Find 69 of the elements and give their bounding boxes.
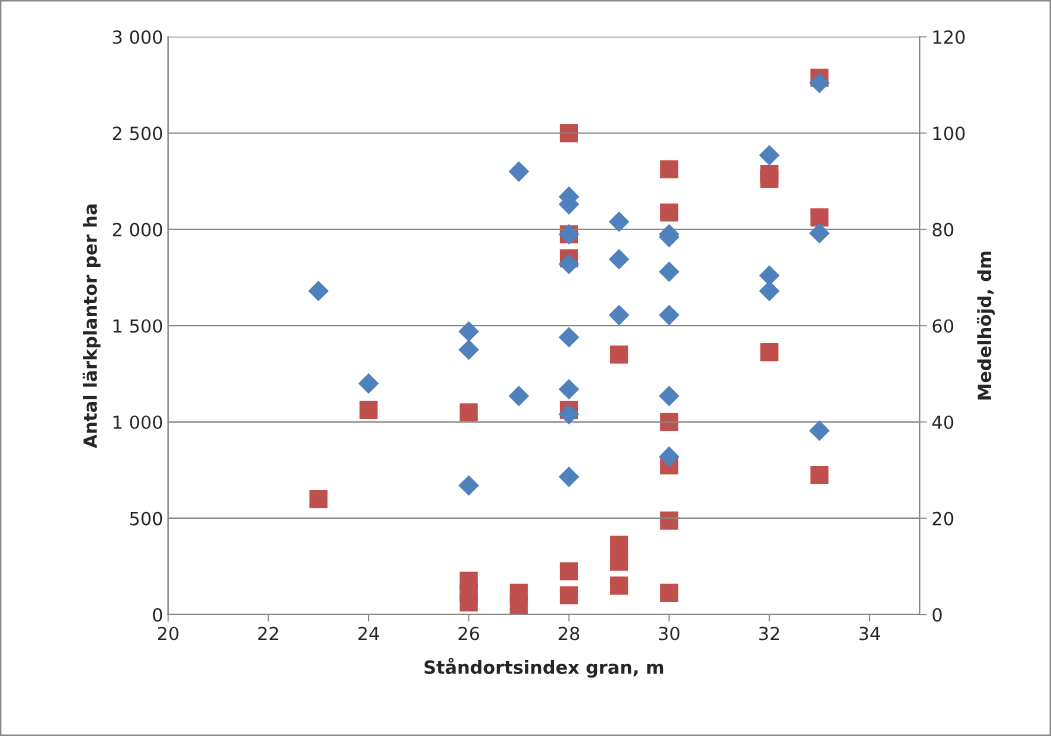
point bbox=[608, 304, 630, 326]
y-tick-label: 3 000 bbox=[112, 30, 163, 44]
y2-tick-label: 0 bbox=[932, 608, 942, 622]
point bbox=[658, 385, 680, 407]
y2-tick-label: 100 bbox=[933, 126, 965, 141]
y2-axis-title: Medelhöjd, dm bbox=[977, 251, 995, 400]
point bbox=[509, 595, 528, 614]
x-tick-label: 24 bbox=[358, 626, 380, 641]
y2-tick-label: 120 bbox=[933, 30, 965, 44]
point bbox=[759, 265, 780, 286]
point bbox=[760, 343, 779, 362]
point bbox=[558, 466, 580, 488]
y-tick-label: 2 000 bbox=[112, 222, 163, 237]
point bbox=[658, 261, 680, 283]
point bbox=[660, 583, 679, 602]
x-tick-label: 30 bbox=[659, 626, 680, 641]
y2-tick-label: 60 bbox=[932, 319, 954, 333]
y-tick-label: 1 000 bbox=[113, 415, 163, 430]
point bbox=[558, 403, 580, 425]
point bbox=[558, 253, 580, 275]
point bbox=[609, 576, 629, 595]
y-tick-label: 1 500 bbox=[113, 319, 163, 333]
point bbox=[458, 339, 480, 361]
y-tick-label: 0 bbox=[153, 608, 163, 622]
point bbox=[609, 535, 629, 554]
point bbox=[660, 160, 679, 179]
point bbox=[810, 208, 829, 227]
point bbox=[559, 586, 578, 605]
y-tick-label: 500 bbox=[130, 511, 163, 526]
point bbox=[458, 475, 480, 496]
point bbox=[809, 420, 830, 441]
point bbox=[660, 203, 679, 222]
x-axis-title: Ståndortsindex gran, m bbox=[424, 657, 664, 678]
point bbox=[459, 593, 478, 612]
y-tick-label: 2 500 bbox=[112, 126, 163, 141]
y-axis-title: Antal lärkplantor per ha bbox=[82, 204, 101, 449]
x-tick-label: 32 bbox=[759, 626, 780, 641]
point bbox=[658, 446, 680, 467]
y2-tick-label: 20 bbox=[932, 511, 954, 526]
y2-tick-label: 40 bbox=[932, 415, 954, 430]
x-tick-label: 34 bbox=[859, 626, 880, 641]
point bbox=[308, 280, 329, 302]
x-tick-label: 28 bbox=[558, 626, 580, 641]
point bbox=[609, 552, 629, 571]
point bbox=[508, 161, 530, 182]
point bbox=[658, 304, 680, 326]
point bbox=[609, 345, 629, 364]
point bbox=[358, 373, 379, 394]
point bbox=[558, 378, 580, 400]
point bbox=[558, 326, 580, 348]
point bbox=[508, 385, 530, 407]
point bbox=[810, 465, 829, 484]
point bbox=[759, 280, 780, 302]
point bbox=[309, 489, 328, 509]
x-tick-label: 20 bbox=[158, 626, 179, 641]
point bbox=[459, 403, 478, 422]
point bbox=[809, 72, 830, 94]
point bbox=[359, 400, 378, 419]
x-tick-label: 26 bbox=[458, 626, 480, 641]
y2-tick-label: 80 bbox=[932, 222, 954, 237]
point bbox=[559, 562, 578, 581]
point bbox=[608, 248, 630, 270]
point bbox=[458, 321, 480, 342]
point bbox=[809, 222, 830, 244]
x-tick-label: 22 bbox=[258, 626, 279, 641]
point bbox=[608, 211, 630, 232]
point bbox=[759, 144, 780, 166]
point bbox=[760, 169, 779, 188]
point bbox=[660, 511, 679, 530]
